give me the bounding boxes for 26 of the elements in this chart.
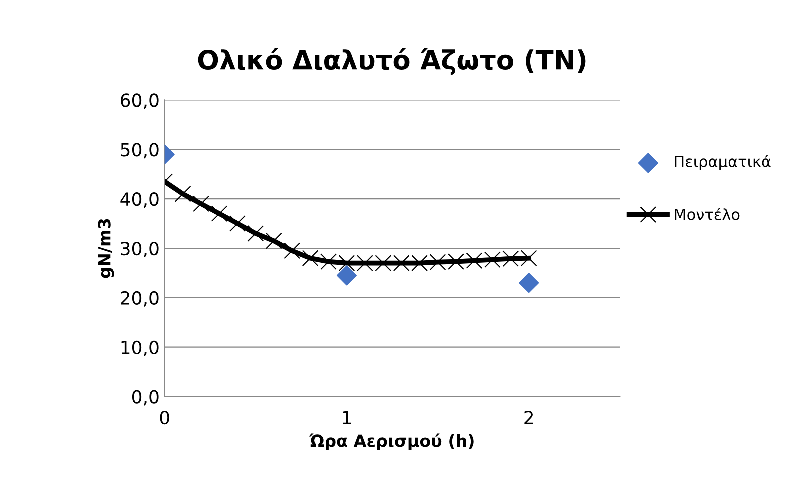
legend-label: Πειραματικά	[675, 154, 771, 170]
y-tick-label: 60,0	[121, 94, 159, 110]
point	[266, 232, 282, 250]
x-tick-label: 2	[524, 411, 534, 424]
point	[248, 225, 264, 242]
point	[230, 216, 246, 232]
legend-label: Μοντέλο	[675, 208, 740, 220]
point	[336, 266, 357, 286]
point	[211, 206, 228, 222]
point	[174, 186, 192, 202]
chart-title: Ολικό Διαλυτό Άζωτο (TN)	[198, 48, 586, 76]
y-tick-label: 30,0	[121, 242, 159, 258]
x-tick-label: 1	[343, 411, 352, 424]
x-tick-label: 0	[160, 411, 170, 425]
y-tick-label: 10,0	[122, 340, 159, 356]
y-tick-label: 40,0	[120, 192, 159, 208]
y-axis-title: gN/m3	[98, 219, 114, 278]
y-tick-label: 50,0	[121, 143, 159, 159]
point	[320, 254, 337, 270]
point	[193, 196, 210, 212]
y-tick-label: 20,0	[121, 291, 159, 307]
point	[519, 273, 540, 294]
y-tick-label: 0,0	[132, 390, 159, 406]
x-axis-title: Ώρα Αερισμού (h)	[309, 434, 474, 451]
point	[284, 242, 301, 260]
point	[302, 250, 319, 267]
